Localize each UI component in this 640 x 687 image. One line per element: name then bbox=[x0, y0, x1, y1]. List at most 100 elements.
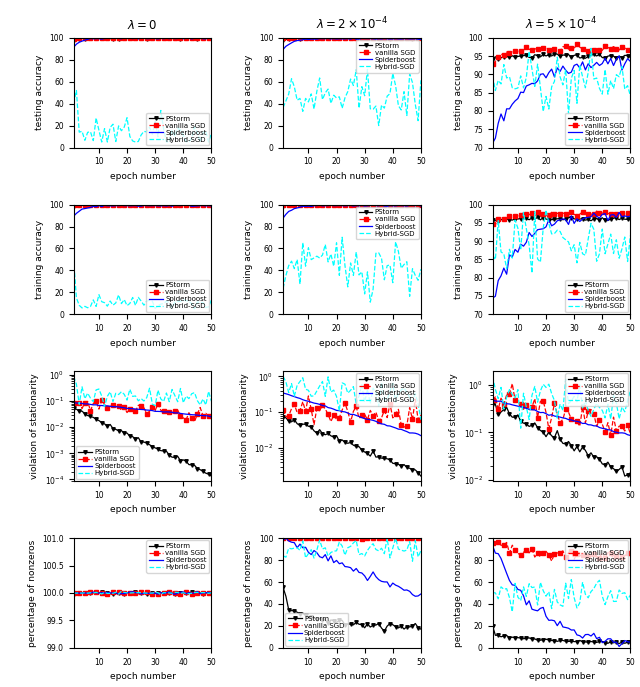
PStorm bbox=[590, 453, 598, 462]
PStorm bbox=[534, 636, 541, 644]
X-axis label: epoch number: epoch number bbox=[109, 339, 175, 348]
PStorm bbox=[70, 590, 77, 598]
Spiderboost bbox=[171, 590, 179, 598]
vanilla SGD bbox=[408, 416, 416, 424]
vanilla SGD bbox=[489, 396, 497, 405]
Hybrid-SGD bbox=[601, 65, 609, 74]
Spiderboost bbox=[134, 34, 142, 43]
Hybrid-SGD bbox=[520, 583, 527, 591]
PStorm bbox=[146, 34, 154, 43]
vanilla SGD bbox=[288, 405, 296, 413]
Spiderboost bbox=[143, 201, 150, 210]
Hybrid-SGD bbox=[381, 550, 388, 558]
PStorm bbox=[381, 34, 388, 42]
Hybrid-SGD bbox=[321, 543, 329, 552]
vanilla SGD bbox=[291, 401, 298, 409]
Spiderboost bbox=[140, 589, 148, 598]
vanilla SGD bbox=[601, 554, 609, 562]
Hybrid-SGD bbox=[177, 297, 184, 306]
PStorm bbox=[587, 51, 595, 59]
PStorm bbox=[319, 201, 326, 209]
Hybrid-SGD bbox=[383, 92, 391, 100]
vanilla SGD bbox=[288, 534, 296, 542]
Hybrid-SGD bbox=[165, 589, 173, 597]
Hybrid-SGD bbox=[126, 300, 134, 308]
Spiderboost bbox=[207, 34, 215, 43]
Spiderboost bbox=[321, 402, 329, 410]
PStorm bbox=[568, 637, 575, 645]
Hybrid-SGD bbox=[118, 300, 125, 308]
vanilla SGD bbox=[143, 409, 150, 418]
Hybrid-SGD bbox=[522, 403, 530, 412]
vanilla SGD bbox=[70, 34, 77, 43]
Hybrid-SGD bbox=[503, 393, 511, 401]
Spiderboost bbox=[378, 420, 385, 428]
PStorm bbox=[400, 34, 408, 43]
Hybrid-SGD bbox=[296, 546, 304, 554]
Hybrid-SGD bbox=[171, 588, 179, 596]
PStorm bbox=[202, 469, 210, 477]
PStorm bbox=[207, 472, 215, 480]
PStorm bbox=[392, 622, 399, 631]
PStorm bbox=[497, 633, 505, 641]
vanilla SGD bbox=[126, 405, 134, 413]
Spiderboost bbox=[296, 203, 304, 212]
PStorm bbox=[179, 589, 187, 597]
Y-axis label: training accuracy: training accuracy bbox=[35, 220, 44, 299]
Spiderboost bbox=[607, 54, 614, 63]
PStorm bbox=[395, 460, 403, 469]
Hybrid-SGD bbox=[381, 275, 388, 284]
vanilla SGD bbox=[615, 422, 623, 430]
Hybrid-SGD bbox=[341, 93, 349, 102]
PStorm bbox=[412, 34, 419, 43]
PStorm bbox=[627, 53, 634, 61]
Spiderboost bbox=[400, 34, 408, 43]
PStorm bbox=[148, 34, 156, 43]
Hybrid-SGD bbox=[403, 388, 411, 396]
Spiderboost bbox=[120, 404, 128, 412]
vanilla SGD bbox=[570, 44, 578, 52]
Hybrid-SGD bbox=[400, 547, 408, 555]
PStorm bbox=[324, 34, 332, 43]
Spiderboost bbox=[76, 589, 83, 597]
Spiderboost bbox=[621, 212, 628, 220]
vanilla SGD bbox=[489, 60, 497, 68]
PStorm bbox=[95, 201, 103, 209]
PStorm bbox=[579, 54, 586, 62]
Spiderboost bbox=[627, 638, 634, 646]
vanilla SGD bbox=[386, 534, 394, 542]
vanilla SGD bbox=[369, 412, 377, 420]
Spiderboost bbox=[548, 65, 556, 74]
Hybrid-SGD bbox=[511, 394, 519, 402]
vanilla SGD bbox=[165, 408, 173, 416]
Y-axis label: testing accuracy: testing accuracy bbox=[244, 55, 253, 131]
Hybrid-SGD bbox=[196, 401, 204, 409]
Spiderboost bbox=[358, 201, 365, 210]
vanilla SGD bbox=[618, 209, 626, 217]
Spiderboost bbox=[193, 34, 201, 43]
Spiderboost bbox=[207, 413, 215, 421]
vanilla SGD bbox=[570, 416, 578, 425]
PStorm bbox=[508, 633, 516, 641]
vanilla SGD bbox=[500, 541, 508, 550]
Spiderboost bbox=[324, 403, 332, 412]
PStorm bbox=[568, 214, 575, 222]
Spiderboost bbox=[389, 202, 397, 210]
Spiderboost bbox=[196, 412, 204, 420]
Spiderboost bbox=[386, 201, 394, 210]
Hybrid-SGD bbox=[129, 137, 136, 145]
Hybrid-SGD bbox=[587, 219, 595, 227]
Hybrid-SGD bbox=[199, 589, 207, 597]
PStorm bbox=[95, 416, 103, 425]
Hybrid-SGD bbox=[556, 227, 564, 236]
vanilla SGD bbox=[503, 391, 511, 399]
PStorm bbox=[568, 442, 575, 450]
vanilla SGD bbox=[556, 210, 564, 218]
Hybrid-SGD bbox=[324, 85, 332, 93]
Hybrid-SGD bbox=[528, 65, 536, 73]
vanilla SGD bbox=[389, 534, 397, 542]
Hybrid-SGD bbox=[109, 301, 117, 309]
PStorm bbox=[397, 34, 405, 43]
Spiderboost bbox=[618, 640, 626, 648]
Hybrid-SGD bbox=[579, 578, 586, 586]
